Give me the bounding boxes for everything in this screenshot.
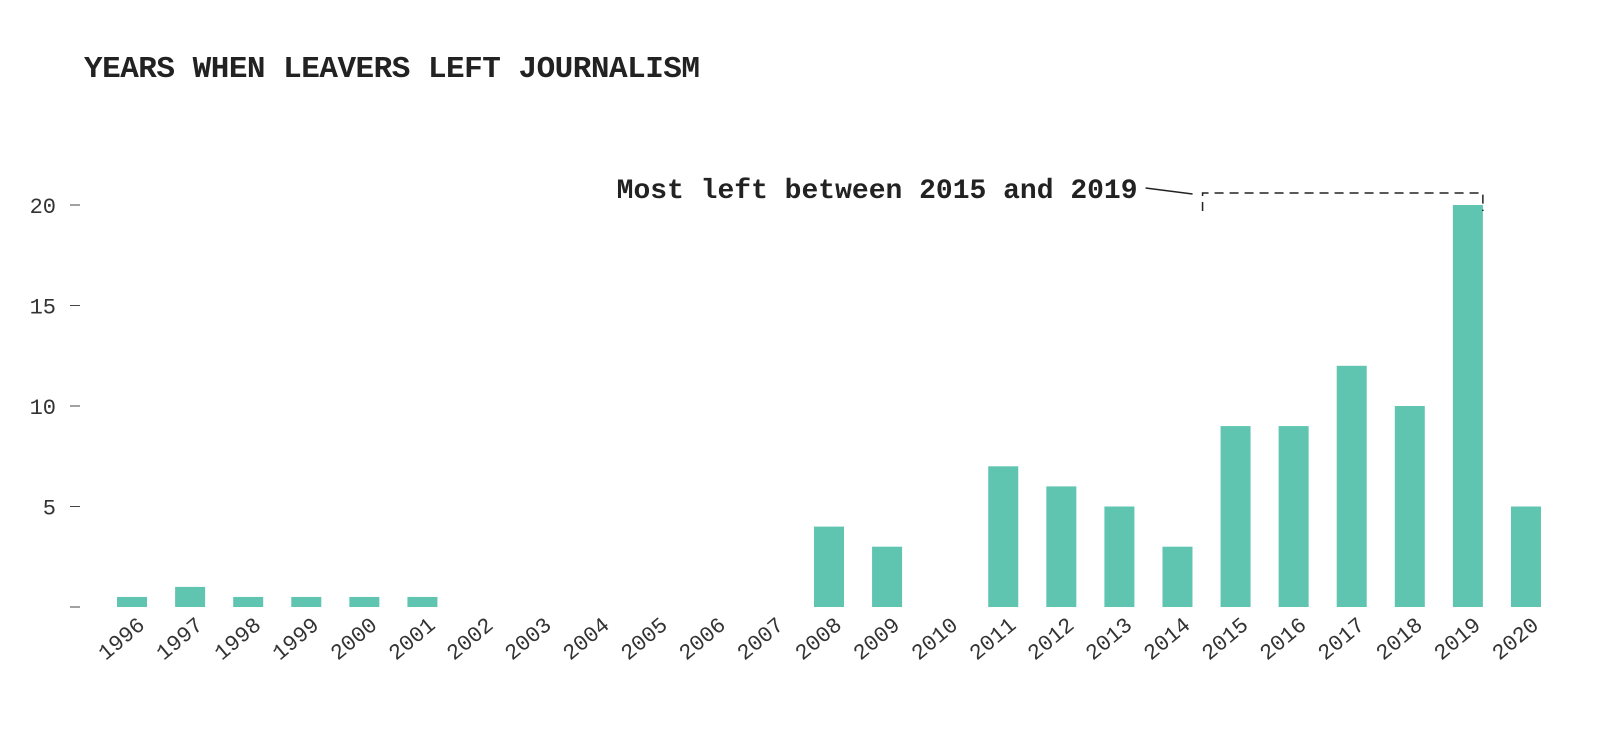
- chart-title: YEARS WHEN LEAVERS LEFT JOURNALISM: [84, 52, 700, 87]
- bar-2020: [1510, 506, 1541, 607]
- x-tick-label: 2003: [501, 613, 558, 666]
- bar-2018: [1394, 406, 1425, 607]
- bar-2000: [349, 596, 380, 607]
- bar-2013: [1104, 506, 1135, 607]
- annotation-text: Most left between 2015 and 2019: [617, 176, 1138, 207]
- annotation-bracket: [1201, 192, 1484, 211]
- x-tick-label: 1999: [268, 613, 325, 666]
- x-tick-label: 2008: [791, 613, 848, 666]
- y-tick-label: 10: [30, 396, 56, 421]
- x-tick-label: 2006: [675, 613, 732, 666]
- bar-2019: [1452, 205, 1483, 607]
- bar-1996: [117, 596, 148, 607]
- bar-2011: [988, 466, 1019, 607]
- x-tick-label: 2011: [965, 613, 1022, 666]
- annotation-leader-line: [1145, 187, 1193, 195]
- x-tick-label: 2000: [326, 613, 383, 666]
- x-tick-label: 2015: [1198, 613, 1255, 666]
- bar-2014: [1162, 546, 1193, 607]
- y-tick-label: 20: [30, 195, 56, 220]
- x-tick-label: 2017: [1314, 613, 1371, 666]
- x-tick-label: 2018: [1372, 613, 1429, 666]
- x-tick-label: 2007: [733, 613, 790, 666]
- y-axis: 5 10 15 20: [30, 195, 80, 608]
- x-tick-label: 2002: [442, 613, 499, 666]
- x-tick-label: 1998: [210, 613, 267, 666]
- x-tick-label: 2016: [1256, 613, 1313, 666]
- x-tick-label: 1997: [152, 613, 209, 666]
- bars-group: [117, 205, 1541, 607]
- x-tick-label: 2004: [559, 613, 616, 666]
- x-tick-label: 2005: [617, 613, 674, 666]
- x-tick-label: 2020: [1488, 613, 1545, 666]
- x-tick-label: 1996: [94, 613, 151, 666]
- x-tick-label: 2012: [1023, 613, 1080, 666]
- x-tick-label: 2014: [1139, 613, 1196, 666]
- bar-2015: [1220, 426, 1251, 607]
- annotation: Most left between 2015 and 2019: [617, 176, 1484, 211]
- bar-2009: [872, 546, 903, 607]
- x-tick-label: 2009: [849, 613, 906, 666]
- bar-2008: [814, 526, 844, 607]
- bar-1999: [291, 596, 322, 607]
- x-tick-label: 2010: [907, 613, 964, 666]
- bar-2012: [1046, 486, 1077, 607]
- bar-2017: [1336, 365, 1367, 607]
- x-axis: 1996 1997 1998 1999 2000 2001 2002 2003 2004 2005…: [94, 613, 1544, 666]
- y-tick-label: 5: [43, 497, 56, 522]
- bar-2016: [1278, 426, 1309, 607]
- x-tick-label: 2019: [1430, 613, 1487, 666]
- bar-1997: [175, 586, 206, 607]
- x-tick-label: 2001: [384, 613, 441, 666]
- y-tick-label: 15: [30, 296, 56, 321]
- bar-1998: [233, 596, 264, 607]
- bar-2001: [407, 596, 438, 607]
- x-tick-label: 2013: [1081, 613, 1138, 666]
